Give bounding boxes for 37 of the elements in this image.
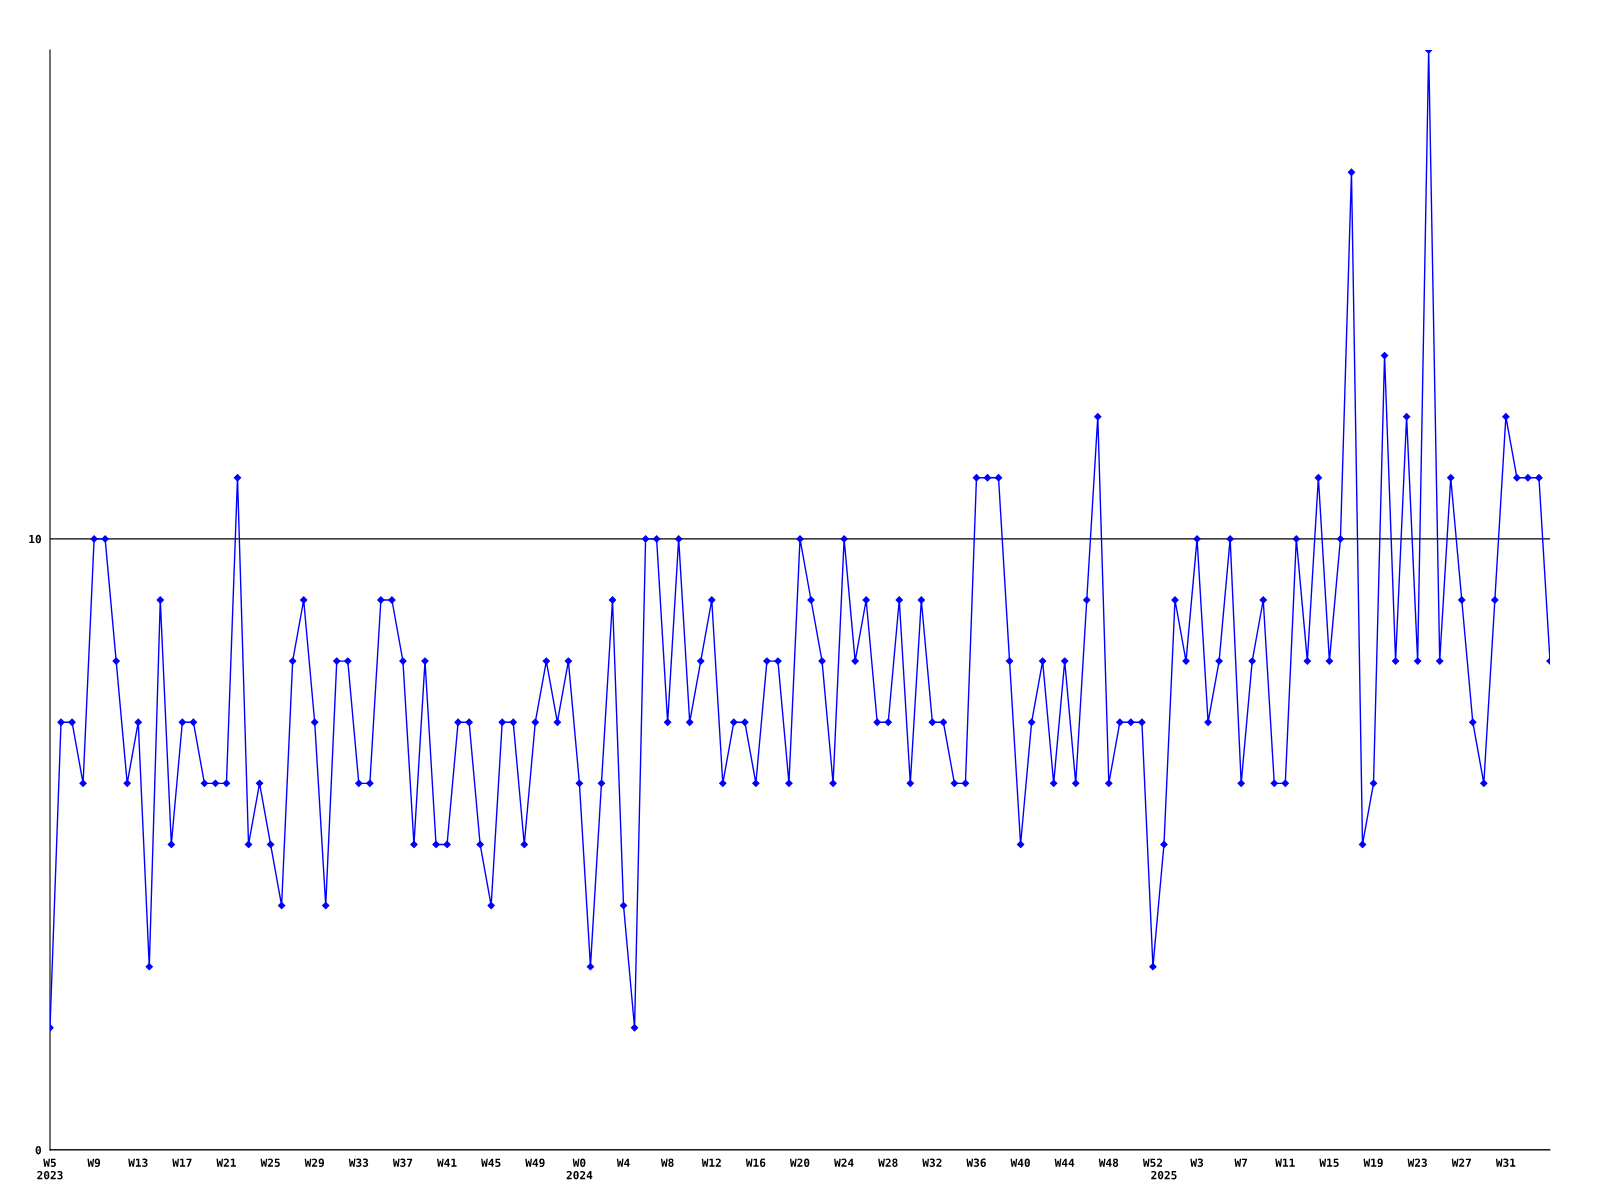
x-tick-label: W36 bbox=[966, 1158, 986, 1167]
x-tick-label: W37 bbox=[392, 1158, 413, 1167]
x-tick-label: W25 bbox=[260, 1158, 280, 1167]
x-tick-label: W48 bbox=[1098, 1158, 1119, 1167]
x-tick-label: W33 bbox=[348, 1158, 369, 1167]
x-tick-label: W24 bbox=[834, 1158, 854, 1167]
x-tick-label: W0 2024 bbox=[566, 1158, 593, 1180]
x-tick-label: W5 2023 bbox=[37, 1158, 63, 1180]
x-tick-label: W17 bbox=[172, 1158, 192, 1167]
x-tick-label: W4 bbox=[616, 1158, 630, 1167]
x-tick-label: W28 bbox=[878, 1158, 898, 1167]
x-tick-label: W9 bbox=[87, 1158, 101, 1167]
x-tick-label: W31 bbox=[1495, 1158, 1516, 1167]
x-tick-label: W3 bbox=[1190, 1158, 1204, 1167]
x-tick-label: W29 bbox=[304, 1158, 325, 1167]
x-tick-label: W16 bbox=[745, 1158, 766, 1167]
x-tick-label: W52 bbox=[1142, 1158, 1163, 1167]
x-tick-label: W44 bbox=[1054, 1158, 1075, 1167]
x-tick-label: W40 bbox=[1010, 1158, 1030, 1167]
x-tick-label: W15 bbox=[1319, 1158, 1339, 1167]
x-tick-label: W32 bbox=[922, 1158, 942, 1167]
x-tick-label: W19 bbox=[1363, 1158, 1383, 1167]
x-tick-label: W12 bbox=[701, 1158, 721, 1167]
x-tick-label: W11 bbox=[1275, 1158, 1295, 1167]
x-tick-label: W20 bbox=[789, 1158, 810, 1167]
x-tick-label: 2025 bbox=[1151, 1170, 1177, 1180]
x-tick-label: W49 bbox=[525, 1158, 545, 1167]
x-tick-label: W41 bbox=[437, 1158, 457, 1167]
x-tick-label: W27 bbox=[1451, 1158, 1471, 1167]
x-tick-label: W13 bbox=[128, 1158, 148, 1167]
x-tick-label: W45 bbox=[481, 1158, 501, 1167]
x-tick-label: W8 bbox=[660, 1158, 674, 1167]
x-tick-label: W23 bbox=[1407, 1158, 1427, 1167]
x-tick-label: W21 bbox=[216, 1158, 236, 1167]
x-tick-label: W7 bbox=[1234, 1158, 1248, 1167]
y-tick-label: 10 bbox=[29, 534, 41, 544]
y-tick-label: 0 bbox=[35, 1145, 41, 1155]
